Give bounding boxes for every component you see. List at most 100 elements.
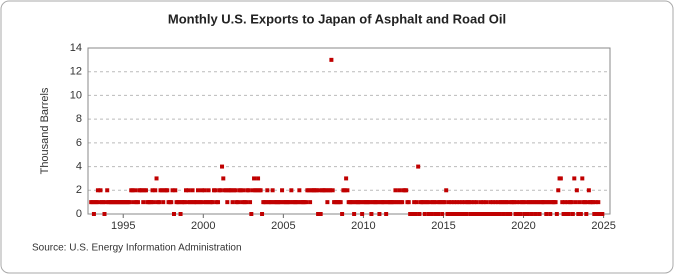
point [252,176,257,181]
point [249,212,254,216]
point [304,200,309,205]
point [105,188,110,193]
point [264,200,269,205]
source: Source: U.S. Energy Information Administ… [32,243,242,254]
point [569,200,574,205]
point [412,200,417,205]
point [578,212,583,216]
point [478,200,483,205]
point [596,200,601,205]
point [533,212,538,216]
point [325,200,330,205]
point [352,212,357,216]
point [560,200,565,205]
point [576,212,581,216]
point [528,200,533,205]
point [480,212,485,216]
point [230,200,235,205]
point [133,188,138,193]
point [377,212,382,216]
point [414,200,419,205]
point [429,212,434,216]
point [462,200,467,205]
point [178,212,183,216]
point [489,212,494,216]
point [177,200,182,205]
point [127,200,132,205]
point [95,188,100,193]
point [442,200,447,205]
point [254,188,259,193]
point [570,212,575,216]
point [584,212,589,216]
point [324,188,329,193]
point [135,200,140,205]
point [173,188,178,193]
point [433,212,438,216]
frame [0,0,674,274]
point [416,164,421,169]
point [265,188,270,193]
point [446,200,451,205]
point [460,200,465,205]
point [500,200,505,205]
point [546,200,551,205]
point [198,200,203,205]
point [406,200,411,205]
point [97,200,102,205]
point [240,200,245,205]
point [258,188,263,193]
point [210,200,215,205]
point [490,200,495,205]
point [153,188,158,193]
point [466,200,471,205]
x-tick-label: 2020 [511,220,535,232]
point [517,200,522,205]
point [308,200,313,205]
point [280,188,285,193]
point [486,212,491,216]
point [593,200,598,205]
point [289,188,294,193]
point [477,212,482,216]
point [345,188,350,193]
point [592,212,597,216]
point [213,188,218,193]
point [376,200,381,205]
point [492,212,497,216]
y-tick-label: 0 [76,208,82,220]
point [244,200,249,205]
x-tick-label: 2025 [591,220,615,232]
point [236,200,241,205]
point [150,188,155,193]
point [529,212,534,216]
point [200,188,205,193]
y-axis-label: Thousand Barrels [39,87,51,174]
point [296,200,301,205]
point [396,200,401,205]
point [260,212,265,216]
point [131,200,136,205]
point [344,176,349,181]
point [484,200,489,205]
point [493,200,498,205]
point [338,200,343,205]
point [482,212,487,216]
point [573,200,578,205]
point [577,200,582,205]
point [278,200,283,205]
point [90,200,95,205]
point [542,200,547,205]
point [328,188,333,193]
y-tick-label: 10 [70,89,82,101]
point [161,200,166,205]
point [169,200,174,205]
point [314,188,319,193]
point [452,200,457,205]
point [554,212,559,216]
point [91,212,96,216]
point [590,200,595,205]
point [392,200,397,205]
point [159,188,164,193]
